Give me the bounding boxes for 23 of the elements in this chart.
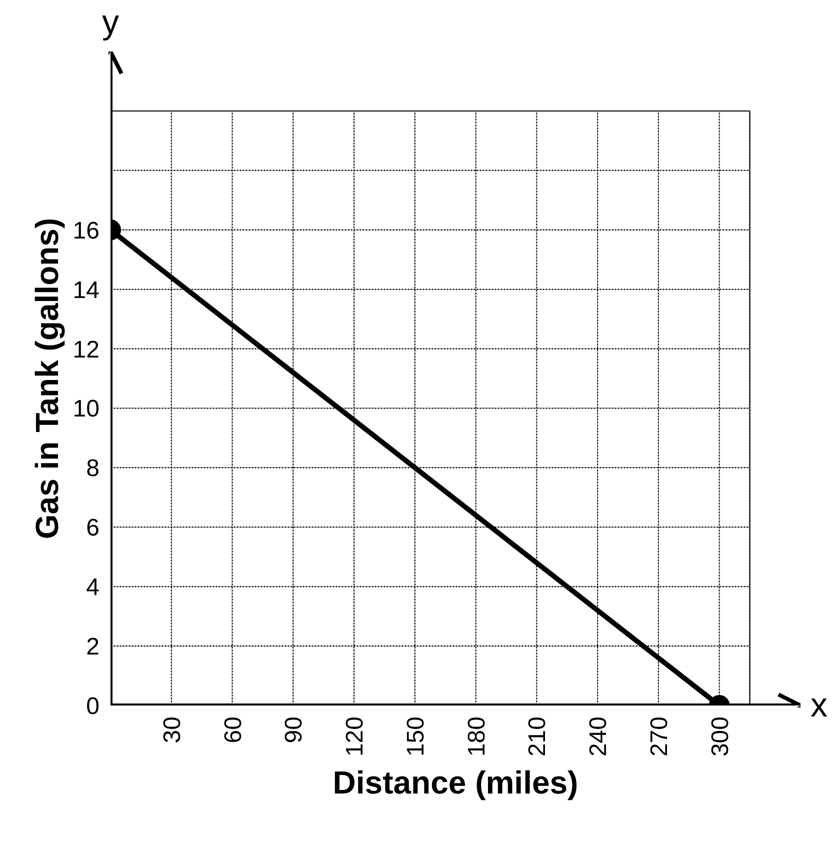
y-tick-label: 8 [86, 455, 100, 482]
x-tick-label: 240 [585, 716, 612, 757]
x-tick-label: 150 [402, 716, 430, 757]
x-tick-label: 120 [342, 716, 369, 757]
y-tick-label: 12 [72, 336, 100, 364]
y-tick-label: 10 [72, 396, 100, 423]
x-tick-label: 30 [158, 716, 186, 744]
y-tick-label: 16 [72, 217, 100, 244]
x-tick-label: 270 [646, 716, 673, 757]
x-tick-label: 300 [706, 716, 734, 757]
x-tick-label: 180 [463, 716, 490, 757]
x-axis-title: Distance (miles) [332, 764, 578, 801]
y-tick-label: 2 [86, 634, 100, 661]
text: y [102, 4, 119, 42]
y-tick-label: 0 [86, 693, 100, 720]
y-tick-label: 4 [86, 574, 100, 602]
x-tick-label: 90 [280, 716, 308, 744]
x-tick-label: 210 [524, 716, 552, 757]
x-tick-label: 60 [220, 716, 247, 744]
y-tick-label: 6 [86, 514, 100, 542]
y-axis-title: Gas in Tank (gallons) [28, 218, 65, 540]
y-tick-label: 14 [72, 276, 100, 304]
text: x [810, 686, 828, 724]
